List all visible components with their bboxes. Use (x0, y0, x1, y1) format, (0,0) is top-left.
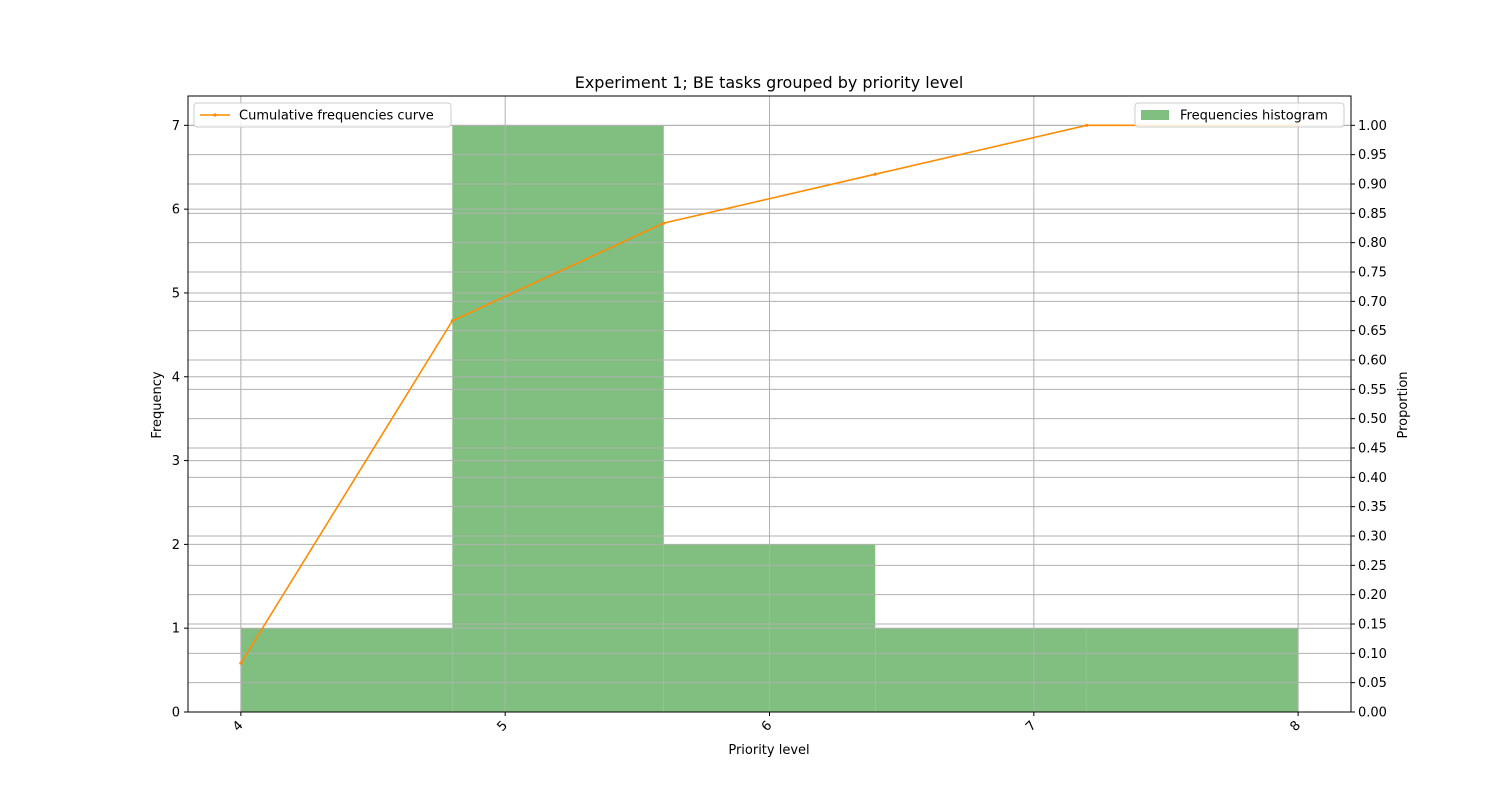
y2-tick-label: 0.60 (1358, 354, 1387, 369)
plot-area: 4 5 6 7 8012345670.000.050.100.150.200.250.3… (172, 95, 1387, 735)
legend-label-cumulative: Cumulative frequencies curve (239, 109, 434, 124)
y2-tick-label: 0.35 (1358, 500, 1387, 515)
cumulative-point (873, 172, 877, 176)
y2-tick-label: 0.85 (1358, 207, 1387, 222)
legend-right-box (1134, 102, 1345, 128)
y2-tick-label: 0.45 (1358, 442, 1387, 457)
y2-tick-label: 0.30 (1358, 530, 1387, 545)
y2-tick-label: 0.55 (1358, 383, 1387, 398)
y2-tick-label: 0.80 (1358, 236, 1387, 251)
y2-tick-label: 0.50 (1358, 412, 1387, 427)
histogram-bar (240, 628, 453, 712)
y-tick-label: 3 (172, 454, 180, 469)
legend-bar-swatch (1141, 110, 1169, 120)
y2-tick-label: 0.40 (1358, 471, 1387, 486)
cumulative-point (662, 221, 666, 225)
legend-left-box (193, 102, 452, 128)
legend-line-marker (213, 113, 217, 117)
y2-tick-label: 0.20 (1358, 588, 1387, 603)
y2-tick-label: 0.00 (1358, 706, 1387, 721)
y-tick-label: 4 (172, 370, 180, 385)
y2-tick-label: 0.10 (1358, 647, 1387, 662)
legend-label-histogram: Frequencies histogram (1180, 109, 1328, 124)
histogram-bar (1086, 628, 1299, 712)
y2-tick-label: 0.25 (1358, 559, 1387, 574)
y2-tick-label: 0.95 (1358, 148, 1387, 163)
y2-tick-label: 1.00 (1358, 119, 1387, 134)
y2-tick-label: 0.70 (1358, 295, 1387, 310)
chart-title: Experiment 1; BE tasks grouped by priori… (575, 73, 964, 92)
cumulative-point (450, 319, 454, 323)
y-tick-label: 0 (172, 706, 180, 721)
y2-tick-label: 0.75 (1358, 266, 1387, 281)
y-tick-label: 7 (172, 119, 180, 134)
y2-tick-label: 0.05 (1358, 676, 1387, 691)
y-tick-label: 6 (172, 203, 180, 218)
y-tick-label: 1 (172, 622, 180, 637)
histogram-bar (875, 628, 1087, 712)
y-tick-label: 5 (172, 286, 180, 301)
y2-tick-label: 0.15 (1358, 618, 1387, 633)
cumulative-line (240, 124, 1299, 664)
y2-tick-label: 0.65 (1358, 324, 1387, 339)
y-axis-label: Frequency (150, 371, 165, 438)
x-axis-label: Priority level (728, 743, 809, 758)
y-tick-label: 2 (172, 538, 180, 553)
y2-tick-label: 0.90 (1358, 178, 1387, 193)
y2-axis-label: Proportion (1396, 371, 1411, 438)
cumulative-point (1085, 123, 1089, 127)
cumulative-point (239, 661, 243, 665)
